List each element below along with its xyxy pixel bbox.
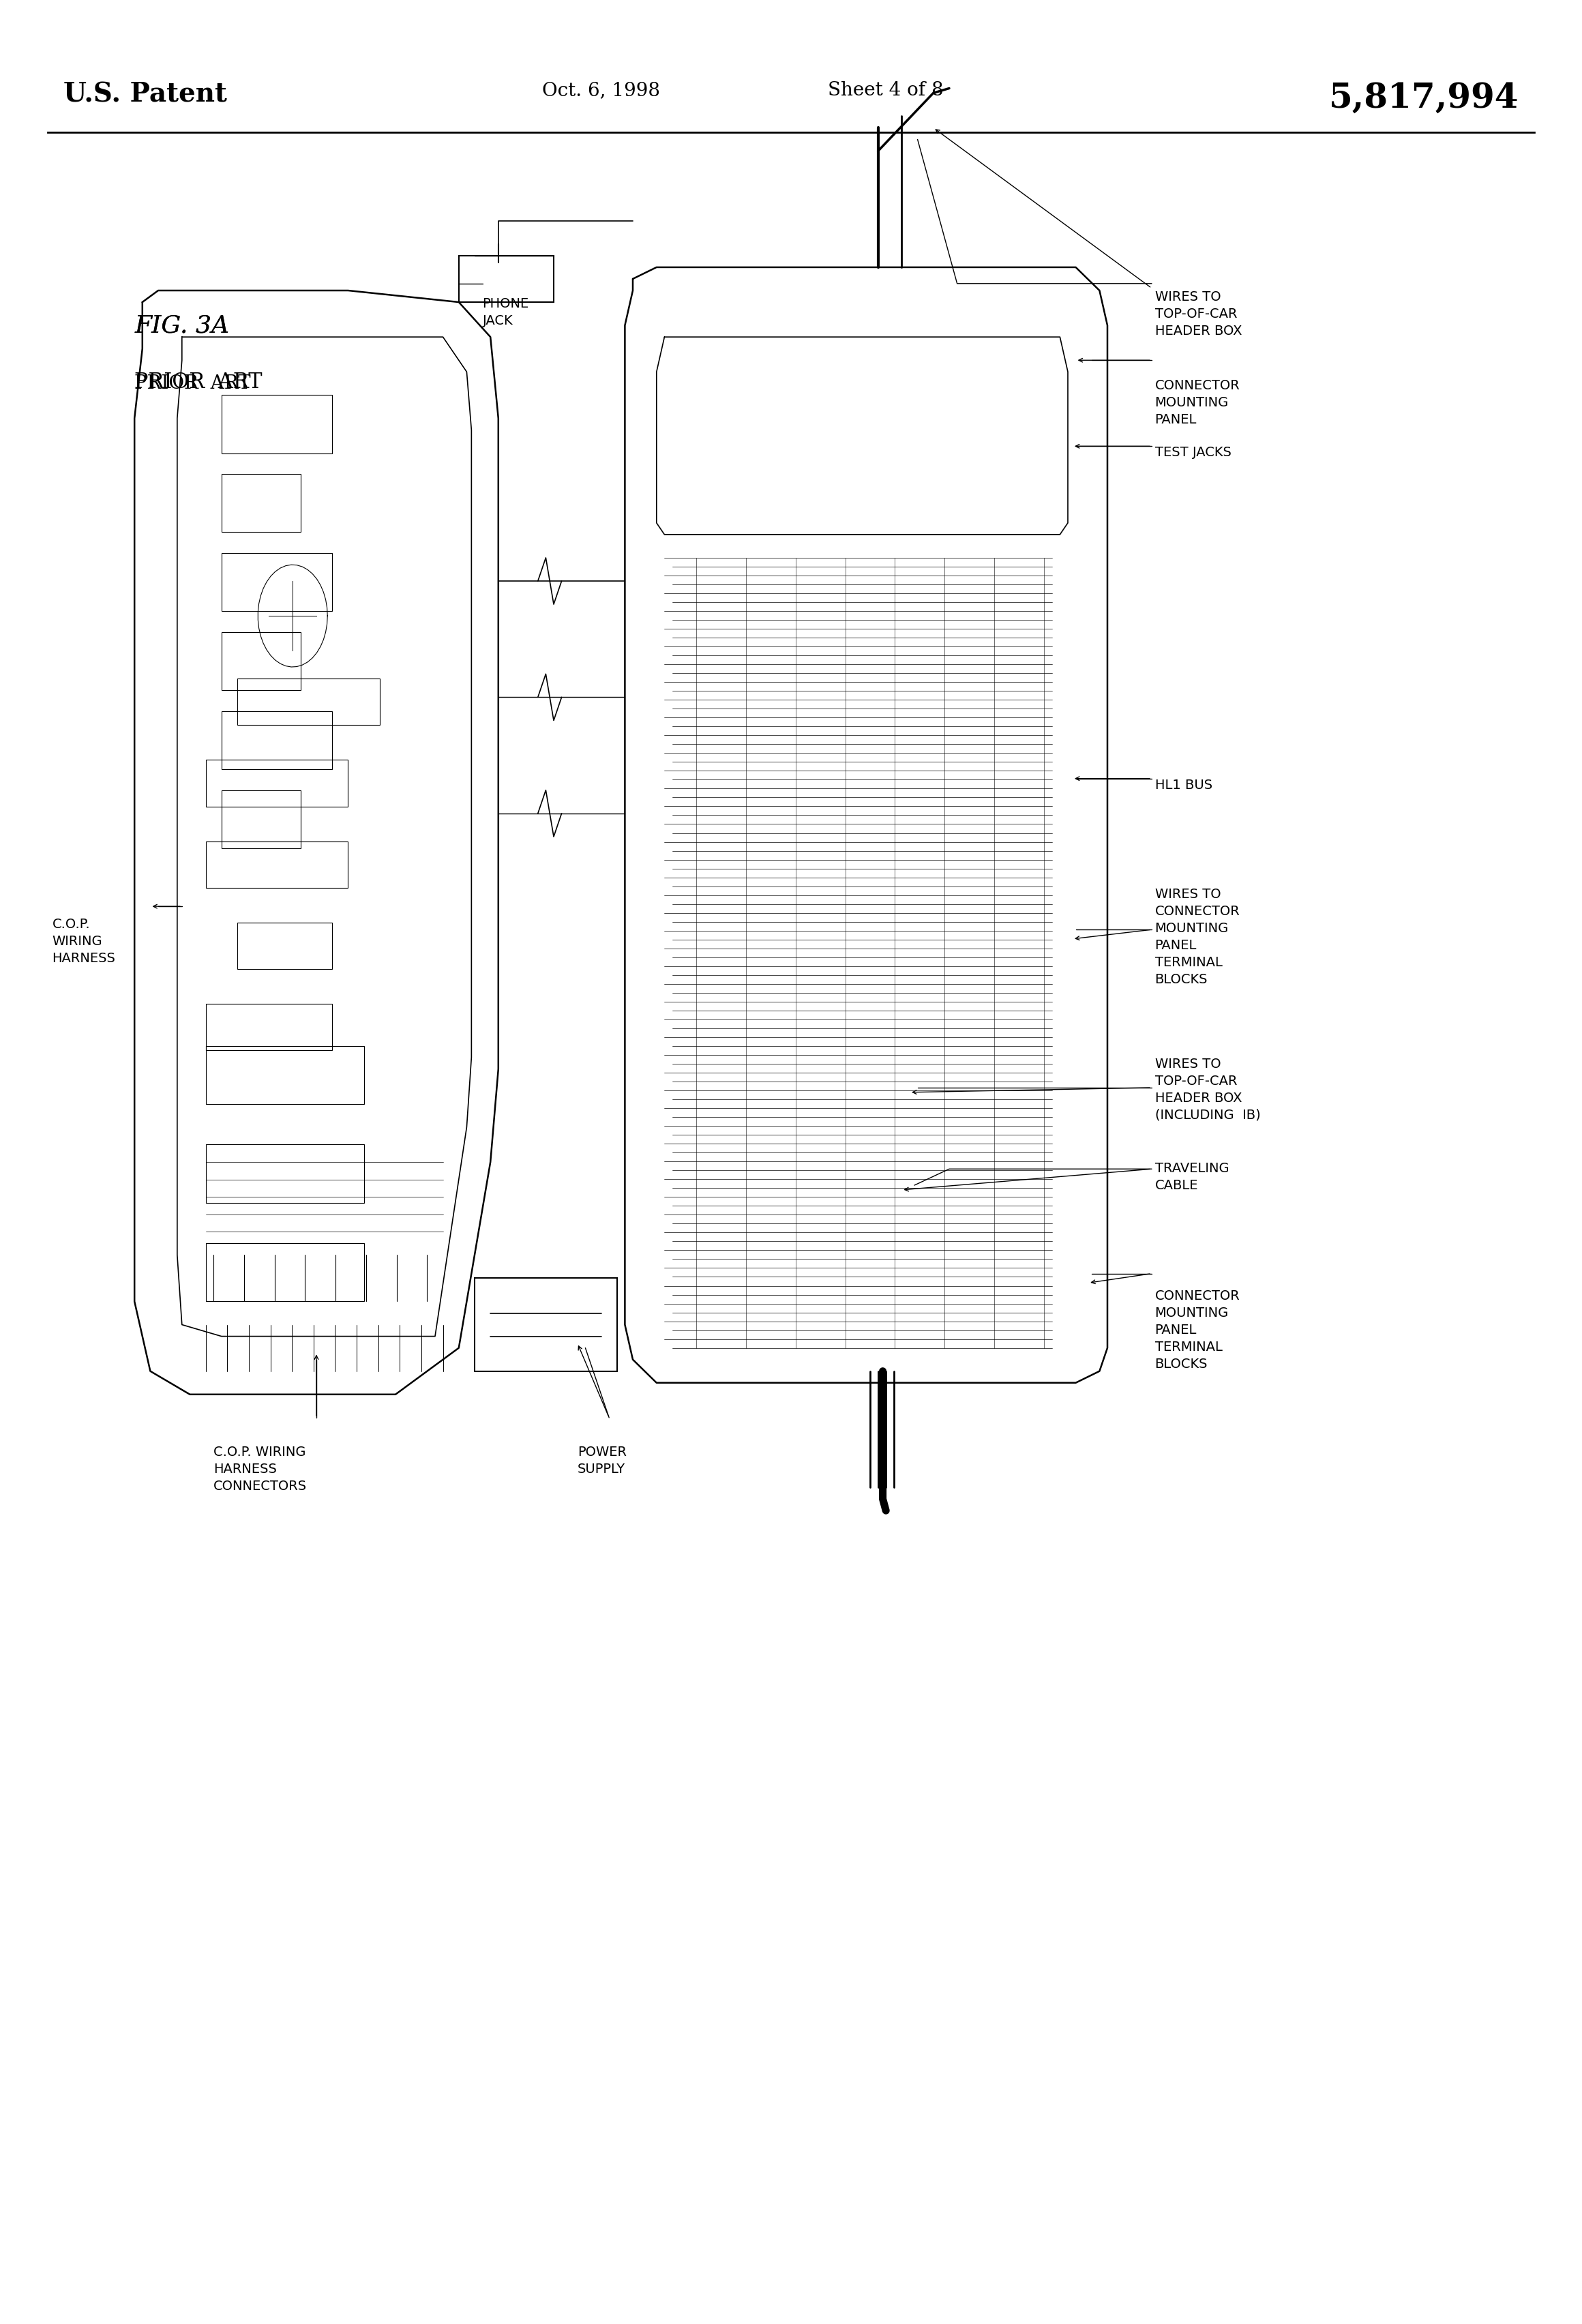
Bar <box>459 256 554 302</box>
Text: C.O.P. WIRING
HARNESS
CONNECTORS: C.O.P. WIRING HARNESS CONNECTORS <box>214 1446 307 1492</box>
Text: PRIOR  ART: PRIOR ART <box>134 372 263 393</box>
Text: CONNECTOR
MOUNTING
PANEL: CONNECTOR MOUNTING PANEL <box>1155 379 1240 425</box>
Text: TEST JACKS: TEST JACKS <box>1155 446 1231 460</box>
Bar <box>206 1243 364 1301</box>
Text: PRIOR  ART: PRIOR ART <box>134 374 252 393</box>
Bar <box>206 923 301 969</box>
Text: TRAVELING
CABLE: TRAVELING CABLE <box>1155 1162 1229 1192</box>
Text: Sheet 4 of 8: Sheet 4 of 8 <box>827 81 944 100</box>
Text: C.O.P.
WIRING
HARNESS: C.O.P. WIRING HARNESS <box>52 918 115 964</box>
Bar <box>221 395 332 453</box>
Bar <box>206 1046 364 1104</box>
Bar <box>221 474 301 532</box>
Text: POWER
SUPPLY: POWER SUPPLY <box>577 1446 626 1476</box>
Bar <box>475 1278 617 1371</box>
Bar <box>237 1004 380 1050</box>
Text: WIRES TO
CONNECTOR
MOUNTING
PANEL
TERMINAL
BLOCKS: WIRES TO CONNECTOR MOUNTING PANEL TERMIN… <box>1155 888 1240 985</box>
Text: HL1 BUS: HL1 BUS <box>1155 779 1212 792</box>
Text: WIRES TO
TOP-OF-CAR
HEADER BOX: WIRES TO TOP-OF-CAR HEADER BOX <box>1155 290 1242 337</box>
Text: PHONE
JACK: PHONE JACK <box>483 297 528 328</box>
Text: FIG. 3A: FIG. 3A <box>134 314 229 337</box>
Text: Oct. 6, 1998: Oct. 6, 1998 <box>543 81 660 100</box>
Text: FIG. 3A: FIG. 3A <box>134 314 229 337</box>
Bar <box>237 679 380 725</box>
Bar <box>221 711 332 769</box>
Text: U.S. Patent: U.S. Patent <box>63 81 226 107</box>
Bar <box>221 632 301 690</box>
Bar <box>237 760 364 806</box>
Text: CONNECTOR
MOUNTING
PANEL
TERMINAL
BLOCKS: CONNECTOR MOUNTING PANEL TERMINAL BLOCKS <box>1155 1290 1240 1371</box>
Bar <box>206 1143 364 1204</box>
Bar <box>221 553 332 611</box>
Bar <box>221 790 301 848</box>
Bar <box>206 841 348 888</box>
Text: 5,817,994: 5,817,994 <box>1329 81 1519 114</box>
Text: WIRES TO
TOP-OF-CAR
HEADER BOX
(INCLUDING  IB): WIRES TO TOP-OF-CAR HEADER BOX (INCLUDIN… <box>1155 1057 1261 1122</box>
